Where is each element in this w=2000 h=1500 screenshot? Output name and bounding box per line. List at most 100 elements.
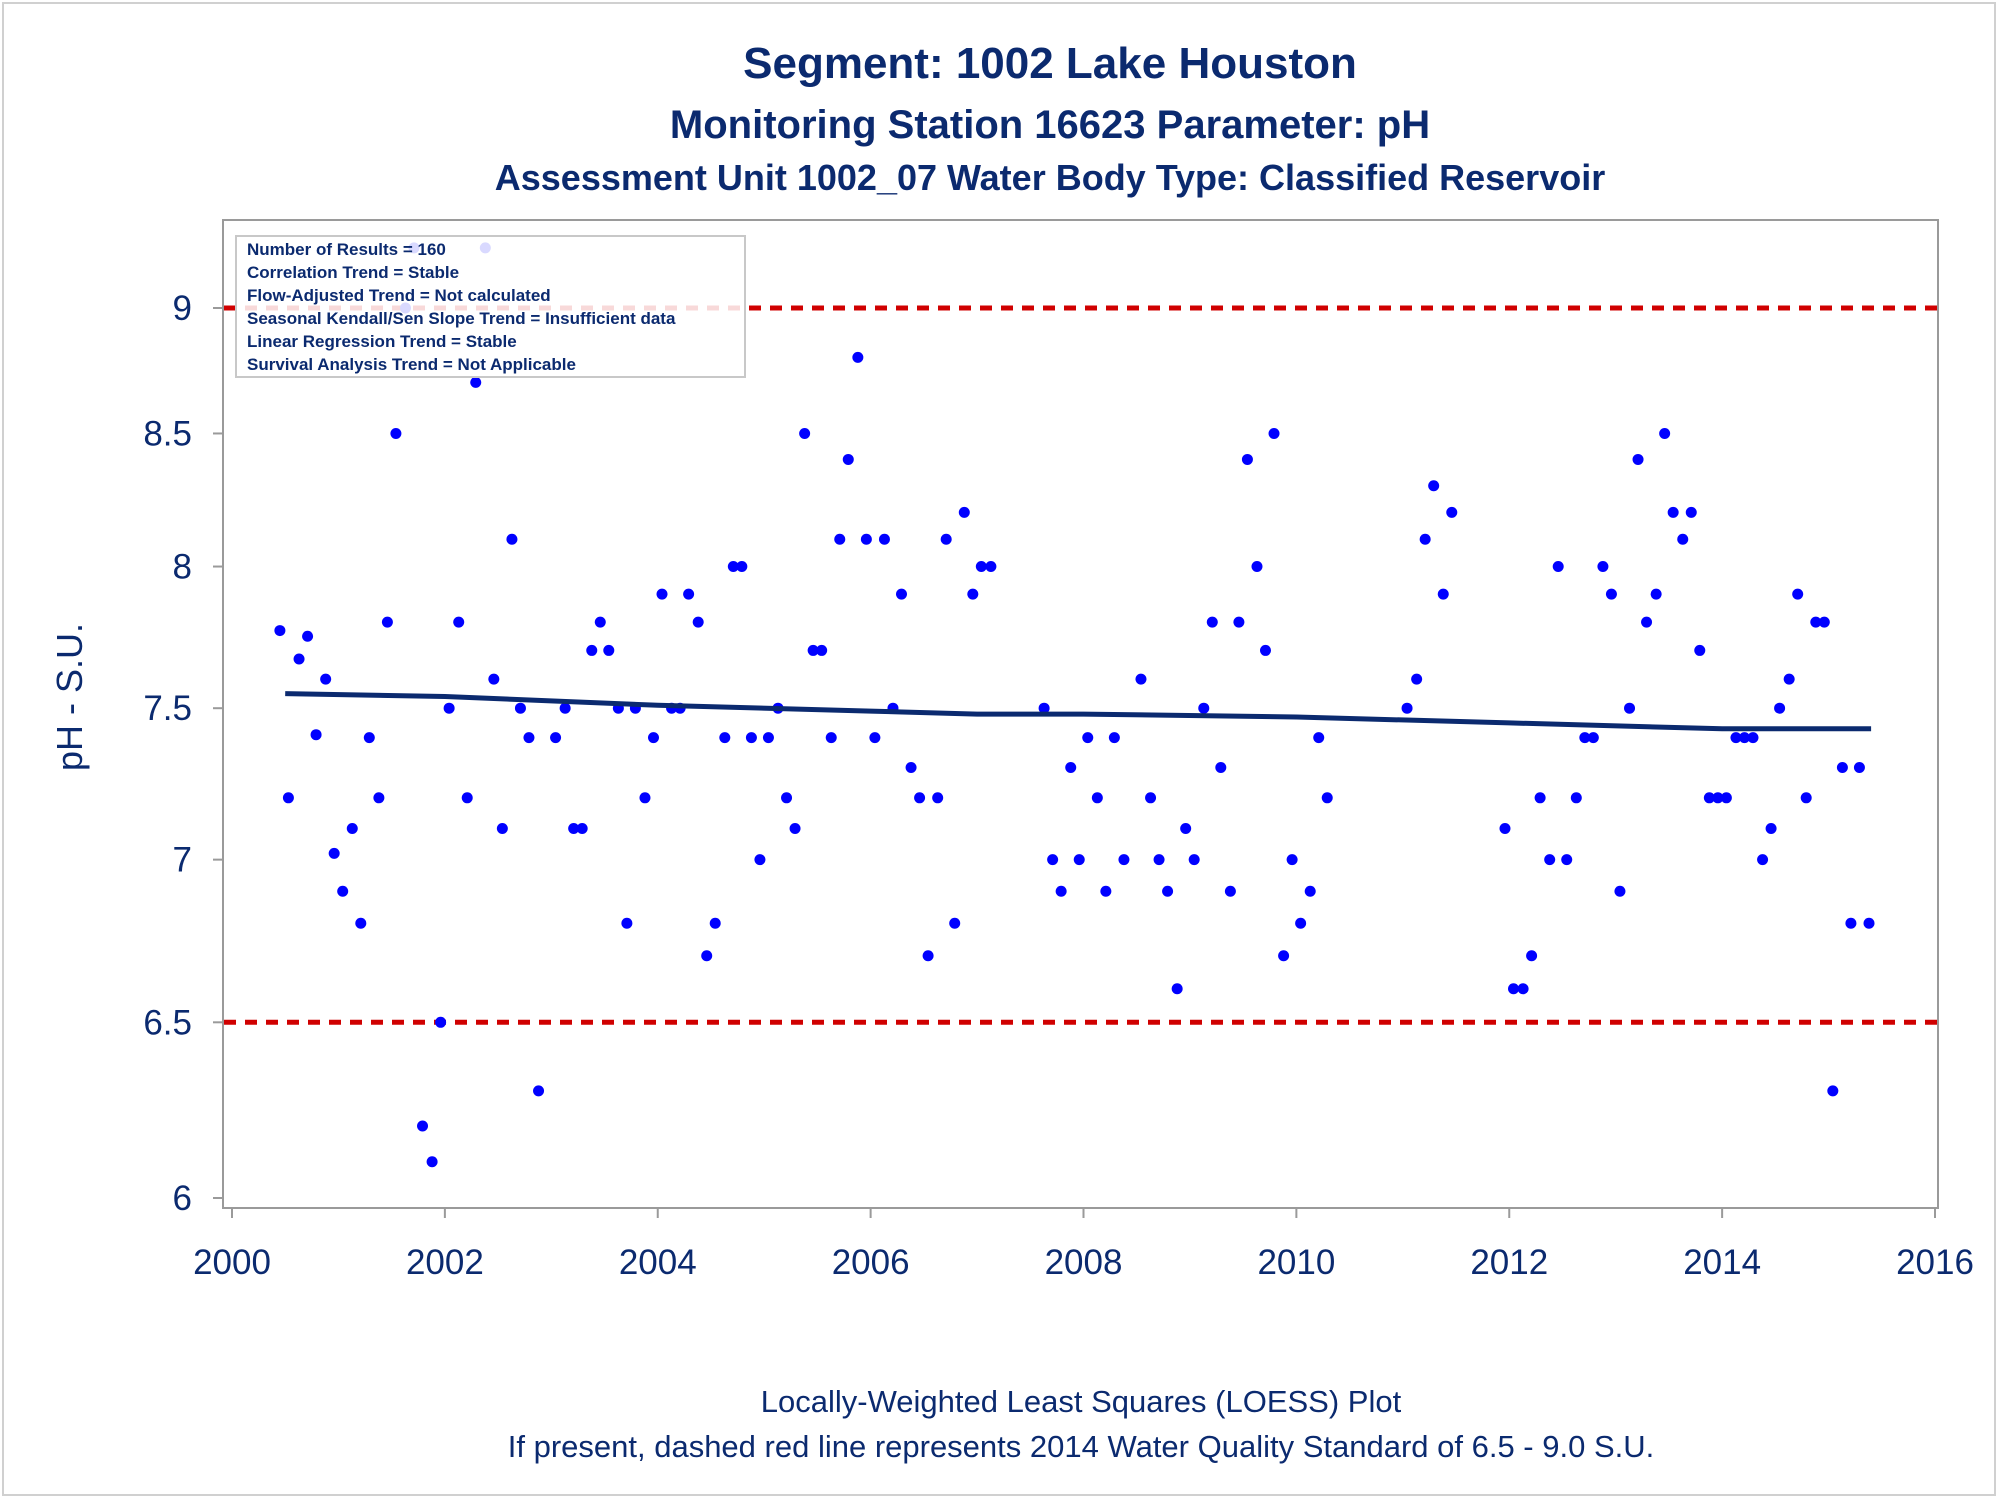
data-point	[320, 673, 332, 685]
data-point	[559, 702, 571, 714]
x-tick-label: 2006	[832, 1243, 910, 1282]
data-point	[576, 823, 588, 835]
data-point	[1251, 561, 1263, 573]
legend-seasonal-kendall-trend: Seasonal Kendall/Sen Slope Trend = Insuf…	[247, 309, 676, 328]
data-point	[1800, 792, 1812, 804]
data-point	[1614, 885, 1626, 897]
data-point	[1153, 854, 1165, 866]
data-point	[1774, 702, 1786, 714]
data-point	[1597, 561, 1609, 573]
data-point	[958, 506, 970, 518]
data-point	[1224, 885, 1236, 897]
data-point	[586, 644, 598, 656]
data-point	[1100, 885, 1112, 897]
y-tick-label: 6.5	[143, 1003, 192, 1042]
data-point	[762, 732, 774, 744]
data-point	[1703, 792, 1715, 804]
data-point	[328, 847, 340, 859]
data-point	[1863, 917, 1875, 929]
y-axis: 6 6.5 7 7.5 8 8.5 9	[143, 289, 223, 1218]
x-tick-label: 2012	[1470, 1243, 1548, 1282]
data-point	[1286, 854, 1298, 866]
data-point	[1233, 616, 1245, 628]
data-point	[1694, 644, 1706, 656]
data-point	[1295, 917, 1307, 929]
data-point	[1304, 885, 1316, 897]
data-point	[435, 1016, 447, 1028]
data-point	[470, 376, 482, 388]
data-point	[816, 644, 828, 656]
data-point	[621, 917, 633, 929]
data-point	[789, 823, 801, 835]
data-point	[701, 950, 713, 962]
data-point	[302, 630, 314, 642]
x-tick-label: 2004	[619, 1243, 697, 1282]
data-point	[1428, 480, 1440, 492]
x-tick-label: 2000	[193, 1243, 271, 1282]
footnote-loess: Locally-Weighted Least Squares (LOESS) P…	[761, 1384, 1402, 1419]
data-point	[807, 644, 819, 656]
data-point	[745, 732, 757, 744]
data-point	[1818, 616, 1830, 628]
data-point	[1135, 673, 1147, 685]
data-point	[1198, 702, 1210, 714]
data-point	[1180, 823, 1192, 835]
legend-correlation-trend: Correlation Trend = Stable	[247, 263, 459, 282]
data-point	[683, 588, 695, 600]
chart-subtitle-2: Assessment Unit 1002_07 Water Body Type:…	[495, 157, 1605, 198]
data-point	[949, 917, 961, 929]
data-point	[363, 732, 375, 744]
data-point	[1091, 792, 1103, 804]
data-point	[1534, 792, 1546, 804]
data-point	[550, 732, 562, 744]
data-point	[373, 792, 385, 804]
stats-legend: Number of Results = 160 Correlation Tren…	[235, 235, 746, 378]
data-point	[1038, 702, 1050, 714]
data-point	[869, 732, 881, 744]
data-point	[461, 792, 473, 804]
data-point	[1260, 644, 1272, 656]
data-point	[975, 561, 987, 573]
data-point	[426, 1156, 438, 1168]
data-point	[533, 1085, 545, 1097]
data-point	[1118, 854, 1130, 866]
data-point	[1437, 588, 1449, 600]
data-point	[1321, 792, 1333, 804]
data-point	[1278, 950, 1290, 962]
data-point	[781, 792, 793, 804]
y-tick-label: 7.5	[143, 689, 192, 728]
data-point	[417, 1120, 429, 1132]
data-point	[1047, 854, 1059, 866]
data-point	[825, 732, 837, 744]
data-point	[895, 588, 907, 600]
data-point	[736, 561, 748, 573]
data-point	[1171, 983, 1183, 995]
data-point	[1145, 792, 1157, 804]
data-point	[754, 854, 766, 866]
data-point	[488, 673, 500, 685]
data-point	[1108, 732, 1120, 744]
data-point	[1853, 762, 1865, 774]
y-axis-label: pH - S.U.	[49, 623, 90, 771]
data-point	[310, 729, 322, 741]
data-point	[443, 702, 455, 714]
chart-subtitle: Monitoring Station 16623 Parameter: pH	[670, 103, 1430, 147]
data-point	[860, 533, 872, 545]
data-point	[390, 427, 402, 439]
data-point	[1810, 616, 1822, 628]
data-point	[1570, 792, 1582, 804]
data-point	[1765, 823, 1777, 835]
y-tick-label: 7	[173, 841, 192, 880]
data-point	[523, 732, 535, 744]
data-point	[1827, 1085, 1839, 1097]
data-point	[1561, 854, 1573, 866]
data-point	[1712, 792, 1724, 804]
legend-flow-adjusted-trend: Flow-Adjusted Trend = Not calculated	[247, 286, 551, 305]
x-tick-label: 2008	[1045, 1243, 1123, 1282]
data-point	[1313, 732, 1325, 744]
data-point	[1738, 732, 1750, 744]
data-point	[568, 823, 580, 835]
y-tick-label: 9	[173, 289, 192, 328]
data-point	[1685, 506, 1697, 518]
